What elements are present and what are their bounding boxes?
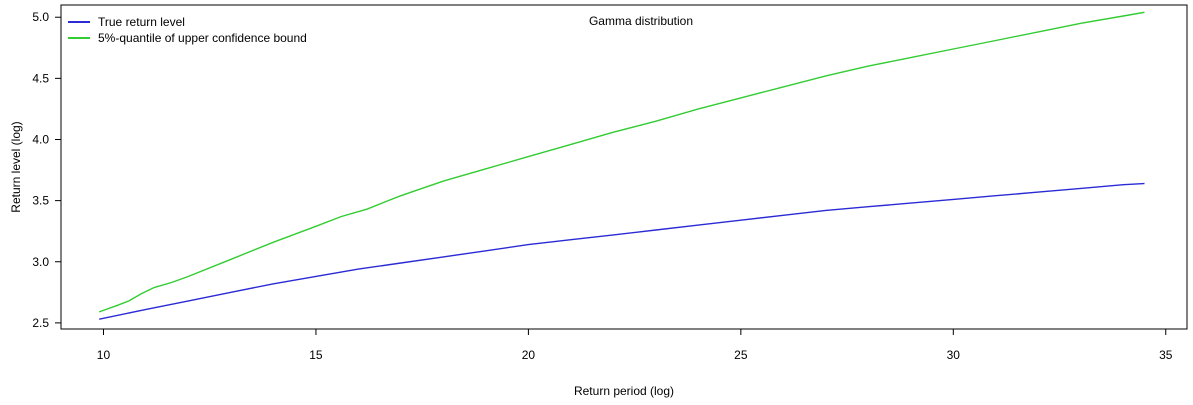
x-tick-label: 15 [309,348,323,362]
x-axis-title: Return period (log) [574,384,674,398]
legend: True return level 5%-quantile of upper c… [68,15,307,45]
y-axis-title: Return level (log) [9,121,23,212]
y-tick-label: 4.0 [32,132,49,146]
x-tick-label: 30 [947,348,961,362]
y-tick-label: 3.5 [32,194,49,208]
legend-label-upper-bound: 5%-quantile of upper confidence bound [98,31,307,45]
x-tick-label: 25 [734,348,748,362]
y-tick-label: 3.0 [32,255,49,269]
series-layer [98,11,1145,320]
x-tick-label: 35 [1159,348,1173,362]
x-tick-label: 20 [522,348,536,362]
y-tick-label: 5.0 [32,10,49,24]
y-tick-label: 2.5 [32,316,49,330]
chart-title: Gamma distribution [589,14,693,28]
series-line-upper-confidence-bound [98,11,1145,313]
x-axis: 10 15 20 25 30 35 [97,329,1173,362]
plot-frame [60,4,1188,330]
x-tick-label: 10 [97,348,111,362]
y-tick-label: 4.5 [32,71,49,85]
legend-label-true-return-level: True return level [98,15,185,29]
y-axis: 2.5 3.0 3.5 4.0 4.5 5.0 [32,10,61,330]
series-line-true-return-level [99,182,1145,320]
